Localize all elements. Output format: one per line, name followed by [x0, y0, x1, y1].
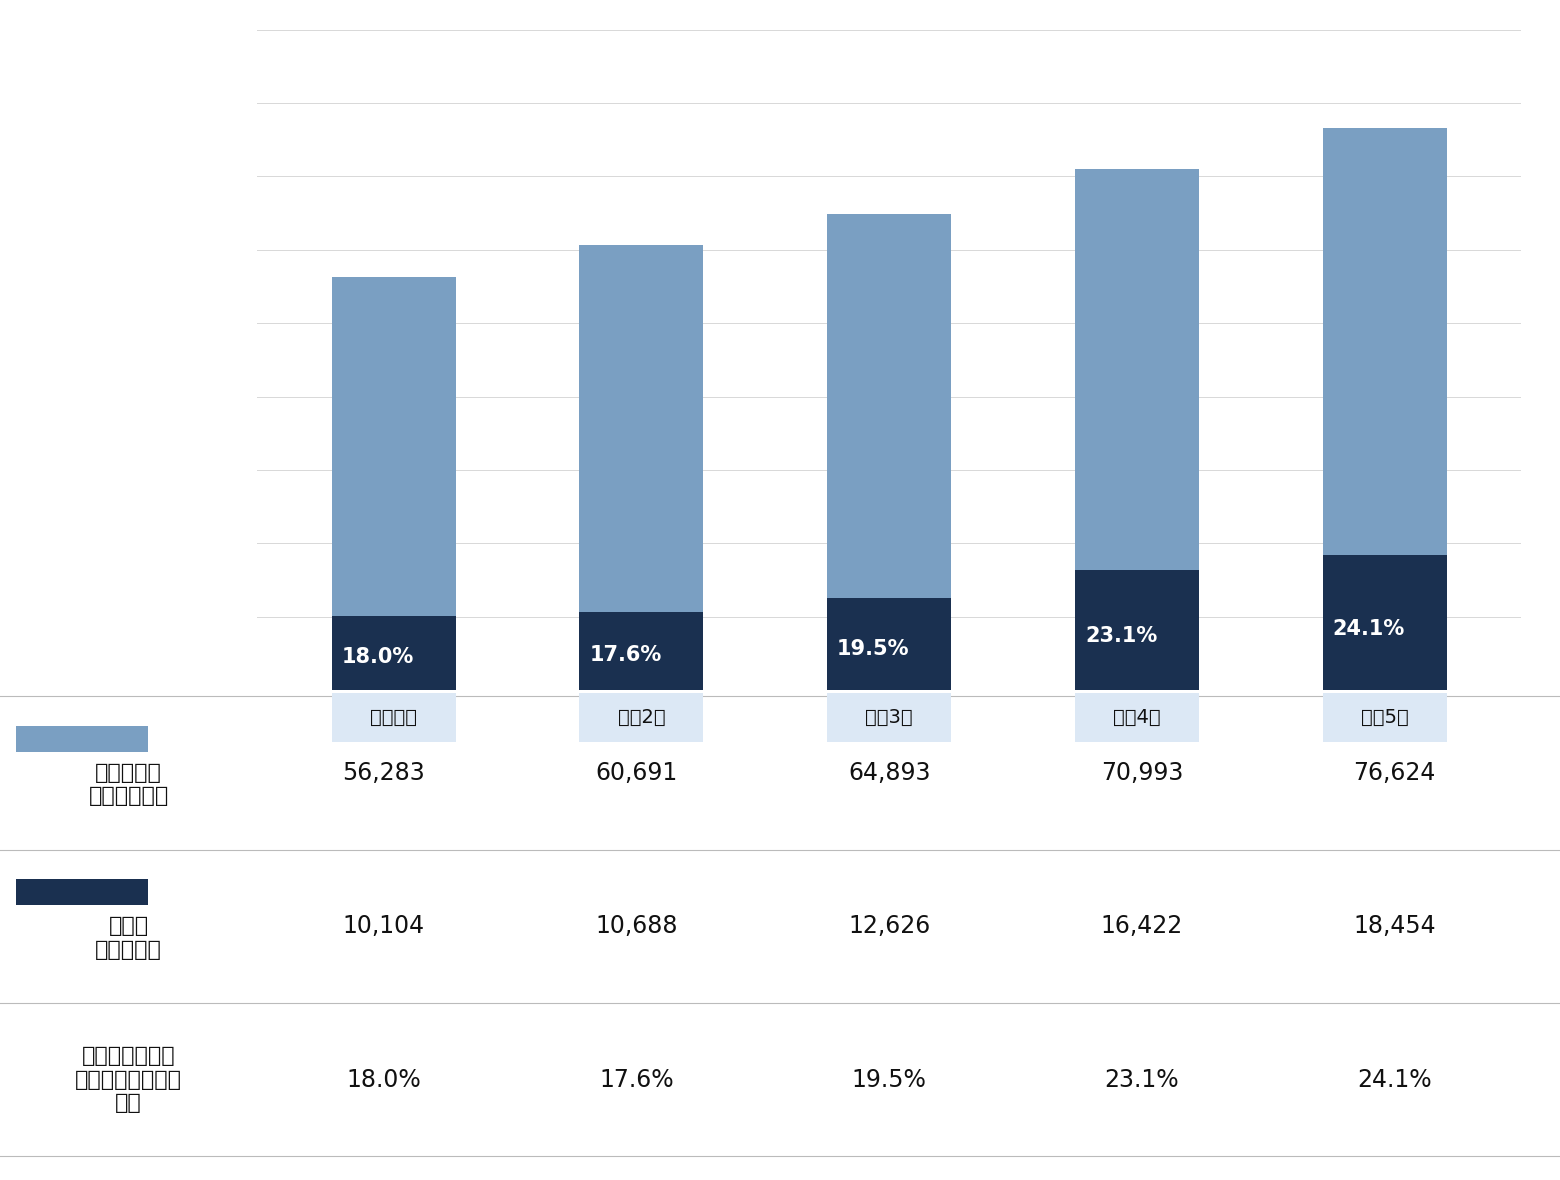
Text: 19.5%: 19.5%	[852, 1068, 927, 1092]
Text: 17.6%: 17.6%	[590, 645, 661, 666]
Text: 12,626: 12,626	[849, 914, 930, 938]
Bar	[827, 597, 952, 690]
Text: 24.1%: 24.1%	[1332, 620, 1406, 640]
Text: 18.0%: 18.0%	[346, 1068, 421, 1092]
Text: 23.1%: 23.1%	[1104, 1068, 1179, 1092]
Text: 18.0%: 18.0%	[342, 647, 413, 667]
Text: 10,104: 10,104	[343, 914, 424, 938]
Bar	[1075, 169, 1200, 690]
Bar	[1323, 555, 1446, 690]
Text: 10,688: 10,688	[596, 914, 677, 938]
Text: 通信制高校
卒業者数合計: 通信制高校 卒業者数合計	[89, 763, 168, 806]
Text: 19.5%: 19.5%	[838, 638, 909, 658]
Text: 24.1%: 24.1%	[1357, 1068, 1432, 1092]
Bar	[1323, 127, 1446, 690]
Bar	[827, 214, 952, 690]
Text: 23.1%: 23.1%	[1084, 627, 1158, 645]
Text: 大学等
進学者合計: 大学等 進学者合計	[95, 917, 162, 959]
Bar	[579, 611, 704, 690]
Bar	[332, 616, 456, 690]
Bar	[332, 277, 456, 690]
Text: 56,283: 56,283	[342, 761, 426, 785]
Text: 60,691: 60,691	[596, 761, 677, 785]
Text: 18,454: 18,454	[1354, 914, 1435, 938]
Text: 通信制高校から
大学進学した者の
割合: 通信制高校から 大学進学した者の 割合	[75, 1047, 183, 1113]
Text: 70,993: 70,993	[1101, 761, 1182, 785]
Text: 64,893: 64,893	[849, 761, 930, 785]
Text: 令和3年: 令和3年	[866, 708, 913, 727]
Bar	[1075, 570, 1200, 690]
Text: 令和4年: 令和4年	[1114, 708, 1161, 727]
Text: 16,422: 16,422	[1101, 914, 1182, 938]
Text: 76,624: 76,624	[1354, 761, 1435, 785]
Text: 令和2年: 令和2年	[618, 708, 665, 727]
Text: 17.6%: 17.6%	[599, 1068, 674, 1092]
Bar	[579, 244, 704, 690]
Text: 令和元年: 令和元年	[370, 708, 417, 727]
Text: 令和5年: 令和5年	[1360, 708, 1409, 727]
